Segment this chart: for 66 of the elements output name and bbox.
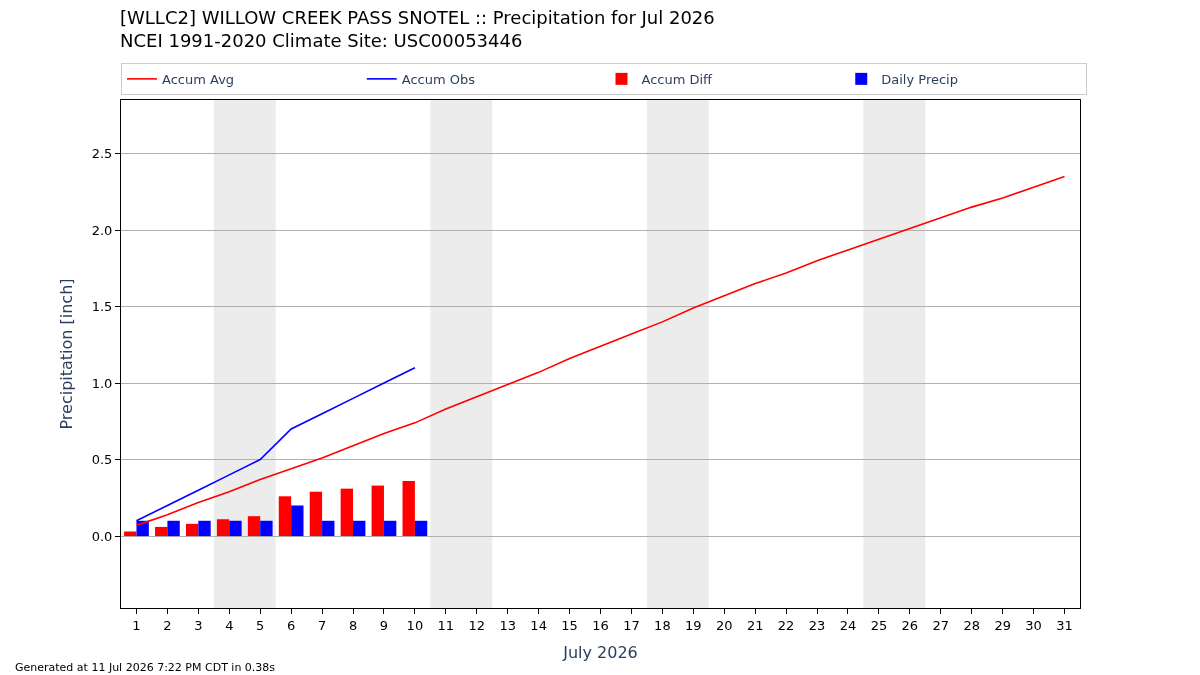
legend-label: Accum Diff xyxy=(641,71,714,87)
bar xyxy=(309,491,323,537)
x-tick-label: 17 xyxy=(623,617,640,633)
x-tick-label: 23 xyxy=(808,617,826,633)
x-tick-label: 22 xyxy=(777,617,795,633)
bar xyxy=(291,505,304,537)
x-tick-label: 18 xyxy=(654,617,671,633)
bar xyxy=(247,516,261,537)
bar xyxy=(278,496,292,537)
x-tick-label: 25 xyxy=(870,617,888,633)
bar xyxy=(340,488,354,537)
text: Generated at 11 Jul 2026 7:22 PM CDT in 0.38s xyxy=(15,661,276,674)
x-tick-label: 2 xyxy=(163,617,172,633)
x-tick-label: 20 xyxy=(715,617,733,633)
y-tick-label: 0.0 xyxy=(91,528,113,544)
bar xyxy=(260,520,273,537)
x-tick-label: 9 xyxy=(379,617,389,633)
x-tick-label: 13 xyxy=(499,617,516,633)
x-tick-label: 19 xyxy=(685,617,702,633)
bar xyxy=(167,520,180,537)
bar xyxy=(185,523,199,537)
x-tick-label: 4 xyxy=(225,617,234,633)
bar xyxy=(155,526,168,537)
bar xyxy=(216,519,230,537)
x-tick-label: 3 xyxy=(194,617,203,633)
legend-label: Daily Precip xyxy=(881,71,958,87)
x-tick-label: 5 xyxy=(256,617,265,633)
x-tick-label: 29 xyxy=(994,617,1011,633)
y-tick-label: 1.0 xyxy=(91,375,113,391)
y-tick-label: 1.5 xyxy=(91,299,113,315)
x-tick-label: 7 xyxy=(317,617,327,633)
x-tick-label: 11 xyxy=(437,617,455,633)
chart-subtitle: NCEI 1991-2020 Climate Site: USC00053446 xyxy=(120,30,523,52)
bar xyxy=(229,520,242,537)
y-tick-label: 2.0 xyxy=(91,222,113,238)
x-tick-label: 26 xyxy=(901,617,919,633)
x-tick-label: 10 xyxy=(406,617,424,633)
x-tick-label: 16 xyxy=(592,617,609,633)
x-tick-label: 24 xyxy=(839,617,857,633)
x-axis-title: July 2026 xyxy=(562,643,638,663)
x-tick-label: 12 xyxy=(468,617,486,633)
x-tick-label: 14 xyxy=(530,617,547,633)
x-tick-label: 21 xyxy=(746,617,764,633)
x-tick-label: 30 xyxy=(1025,617,1042,633)
bar xyxy=(371,485,384,537)
x-tick-label: 8 xyxy=(348,617,358,633)
bar xyxy=(353,520,366,537)
y-tick-label: 2.5 xyxy=(91,146,113,162)
y-tick-label: 0.5 xyxy=(91,452,113,468)
x-tick-label: 1 xyxy=(132,617,141,633)
bar xyxy=(322,520,335,537)
x-tick-label: 28 xyxy=(963,617,980,633)
y-axis-title: Precipitation [inch] xyxy=(56,278,76,430)
legend-label: Accum Obs xyxy=(401,71,476,87)
bar xyxy=(414,520,428,537)
bar xyxy=(383,520,397,537)
x-tick-label: 31 xyxy=(1056,617,1073,633)
bar xyxy=(198,520,211,537)
line-series xyxy=(135,175,1066,527)
x-tick-label: 27 xyxy=(932,617,950,633)
bar xyxy=(402,481,415,537)
legend-label: Accum Avg xyxy=(162,71,235,87)
x-tick-label: 15 xyxy=(561,617,578,633)
x-tick-label: 6 xyxy=(287,617,296,633)
chart-title: [WLLC2] WILLOW CREEK PASS SNOTEL :: Precipitation for Jul 2026 xyxy=(120,6,715,28)
bar xyxy=(124,531,137,537)
